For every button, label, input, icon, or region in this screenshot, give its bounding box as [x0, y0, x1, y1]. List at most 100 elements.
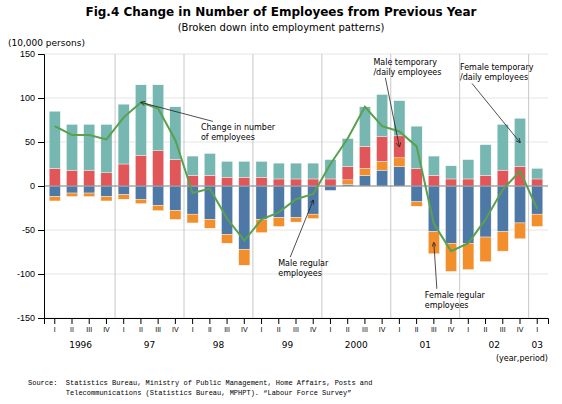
x-tick-mark	[89, 318, 90, 324]
bar	[359, 175, 370, 186]
x-axis-line	[45, 319, 549, 325]
bar	[153, 151, 164, 186]
x-tick-mark	[54, 318, 55, 324]
bar	[135, 85, 146, 155]
x-tick: I	[192, 318, 194, 333]
y-axis-label: (10,000 persons)	[8, 38, 85, 48]
annotation-line: employees	[425, 301, 469, 310]
x-tick-label: II	[346, 326, 350, 333]
x-tick: III	[86, 318, 92, 333]
y-tick-label: 150	[20, 49, 35, 59]
bar	[118, 186, 129, 195]
y-tick-mark	[38, 186, 44, 187]
bar	[256, 219, 267, 232]
x-tick: III	[224, 318, 230, 333]
bar	[377, 94, 388, 136]
x-tick: IV	[448, 318, 455, 333]
bar	[84, 170, 95, 186]
x-tick-label: II	[139, 326, 143, 333]
x-axis: IIIIIIIVIIIIIIIVIIIIIIIVIIIIIIIVIIIIIIIV…	[45, 318, 549, 333]
bar	[428, 156, 439, 175]
x-tick-label: I	[54, 326, 56, 333]
line	[55, 102, 537, 251]
x-tick-mark	[140, 318, 141, 324]
bar	[411, 168, 422, 186]
bar	[445, 243, 456, 271]
y-tick-label: 100	[20, 93, 35, 103]
bar	[290, 218, 301, 222]
bar	[204, 153, 215, 175]
x-tick-mark	[296, 318, 297, 324]
x-tick-label: IV	[379, 326, 386, 333]
grid	[44, 54, 548, 318]
x-group-label: 97	[144, 340, 155, 350]
bar	[463, 186, 474, 243]
bar	[256, 186, 267, 219]
x-axis-label: (year,period)	[496, 354, 548, 363]
x-tick-label: IV	[517, 326, 524, 333]
annotation-arrow	[141, 102, 213, 121]
x-tick-mark	[313, 318, 314, 324]
bar	[532, 179, 543, 186]
bar	[153, 186, 164, 205]
bar	[325, 179, 336, 186]
annotation-line: of employees	[201, 133, 255, 142]
bar	[66, 170, 77, 186]
y-tick-mark	[38, 230, 44, 231]
x-tick-label: II	[208, 326, 212, 333]
bar	[377, 137, 388, 162]
bar	[84, 186, 95, 193]
annotation: Change in numberof employees	[201, 123, 276, 142]
x-tick-label: III	[86, 326, 92, 333]
bar	[359, 146, 370, 168]
x-tick-label: I	[398, 326, 400, 333]
bar	[411, 186, 422, 202]
grid-line	[44, 54, 548, 55]
bar	[514, 223, 525, 239]
bar	[66, 124, 77, 170]
bar	[445, 186, 456, 243]
x-tick-mark	[416, 318, 417, 324]
x-tick: I	[54, 318, 56, 333]
x-tick: I	[261, 318, 263, 333]
bar	[308, 163, 319, 179]
annotation: Male regularemployees	[278, 259, 329, 278]
bar	[480, 175, 491, 186]
x-tick-label: I	[467, 326, 469, 333]
x-group-label: 99	[282, 340, 294, 350]
x-tick: IV	[103, 318, 110, 333]
x-tick: IV	[172, 318, 179, 333]
y-tick-mark	[38, 318, 44, 319]
x-tick-mark	[468, 318, 469, 324]
x-tick-mark	[261, 318, 262, 324]
x-tick-label: III	[431, 326, 437, 333]
x-tick-mark	[537, 318, 538, 324]
y-tick-label: 0	[30, 181, 35, 191]
y-tick: -50	[22, 225, 44, 235]
y-tick-mark	[38, 98, 44, 99]
x-tick-label: IV	[241, 326, 248, 333]
bar	[342, 167, 353, 180]
x-tick-label: I	[329, 326, 331, 333]
annotation-line: /daily employees	[460, 73, 528, 82]
bar	[204, 175, 215, 186]
x-tick: III	[500, 318, 506, 333]
x-group-label: 02	[488, 340, 499, 350]
x-tick-label: I	[261, 326, 263, 333]
x-tick-mark	[451, 318, 452, 324]
bar	[221, 234, 232, 243]
x-tick-mark	[382, 318, 383, 324]
y-tick-label: -150	[17, 313, 35, 323]
x-tick-mark	[364, 318, 365, 324]
bar	[239, 177, 250, 186]
zero-line	[44, 186, 548, 187]
x-tick: I	[467, 318, 469, 333]
annotation-line: Female temporary	[460, 63, 534, 72]
x-tick-mark	[433, 318, 434, 324]
bar	[514, 186, 525, 223]
bar	[239, 249, 250, 265]
bar	[256, 161, 267, 177]
bar	[66, 193, 77, 197]
x-tick: IV	[310, 318, 317, 333]
annotation: Female temporary/daily employees	[460, 63, 534, 82]
